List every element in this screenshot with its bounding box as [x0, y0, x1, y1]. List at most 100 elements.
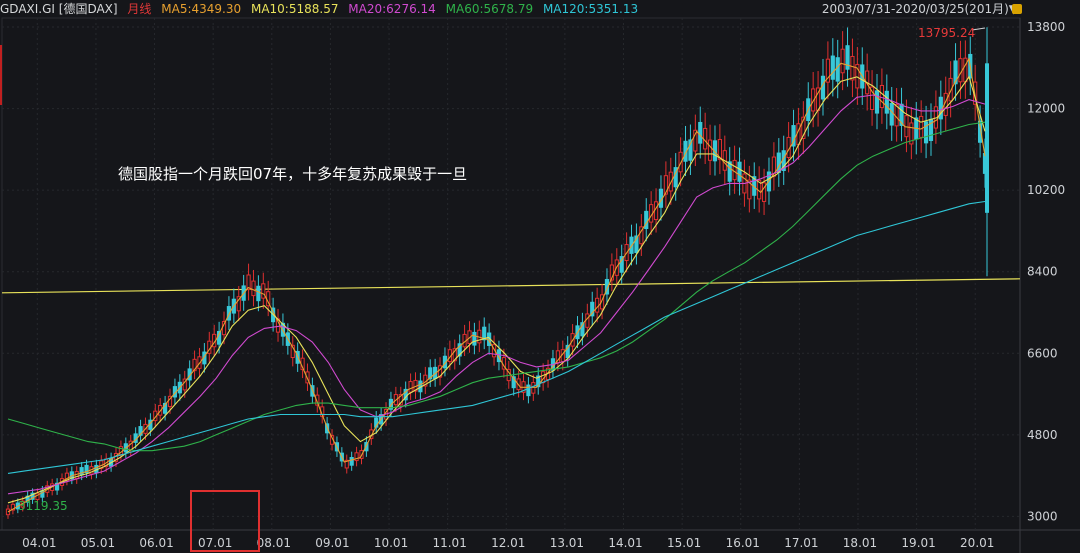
candle-body — [290, 344, 295, 359]
candle-body — [663, 175, 668, 195]
high-price-label: 13795.24 — [918, 26, 976, 40]
candle-body — [565, 344, 570, 359]
ma-line-ma10 — [7, 75, 986, 504]
candle-body — [688, 139, 693, 161]
x-tick-label: 14.01 — [608, 536, 642, 550]
candle-body — [879, 84, 884, 109]
candle-body — [526, 384, 531, 397]
candle-body — [801, 116, 806, 139]
x-tick-label: 10.01 — [374, 536, 408, 550]
candle-body — [408, 381, 413, 393]
support-line — [1, 278, 1021, 294]
ma20-label: MA20:6276.14 — [348, 2, 436, 16]
candle-body — [531, 382, 536, 394]
x-tick-label: 12.01 — [491, 536, 525, 550]
candle-body — [958, 58, 963, 83]
x-tick-label: 11.01 — [432, 536, 466, 550]
x-tick-label: 06.01 — [139, 536, 173, 550]
ma120-label: MA120:5351.13 — [542, 2, 639, 16]
candle-body — [919, 115, 924, 138]
candle-body — [619, 256, 624, 273]
date-range-dropdown[interactable]: 2003/07/31-2020/03/25(201月)▼ — [821, 2, 1018, 16]
x-tick-label: 19.01 — [901, 536, 935, 550]
candle-body — [811, 88, 816, 112]
candle-body — [899, 103, 904, 126]
x-tick-label: 13.01 — [550, 536, 584, 550]
candle-body — [825, 58, 830, 83]
ma10-label: MA10:5188.57 — [250, 2, 339, 16]
candle-body — [948, 77, 953, 102]
candle-body — [472, 331, 477, 346]
candle-body — [482, 326, 487, 341]
candle-body — [452, 348, 457, 362]
y-tick-label: 4800 — [1027, 428, 1058, 442]
lock-icon[interactable] — [1012, 4, 1022, 14]
highlight-box — [190, 490, 260, 552]
candle-body — [354, 452, 359, 462]
annotation-text: 德国股指一个月跌回07年，十多年复苏成果毁于一旦 — [118, 165, 468, 183]
candle-body — [256, 285, 261, 302]
candle-body — [599, 294, 605, 310]
candle-body — [904, 115, 909, 138]
candle-body — [315, 394, 320, 406]
candle-body — [634, 235, 639, 254]
candle-body — [639, 226, 644, 245]
candle-body — [511, 376, 516, 389]
y-tick-label: 3000 — [1027, 509, 1058, 523]
candle-body — [977, 120, 983, 143]
candle-body — [874, 90, 880, 114]
x-tick-label: 09.01 — [315, 536, 349, 550]
x-tick-label: 08.01 — [257, 536, 291, 550]
candle-body — [693, 129, 698, 152]
candle-body — [855, 64, 860, 89]
candle-body — [30, 492, 35, 500]
candle-body — [590, 301, 595, 317]
ticker-label[interactable]: GDAXI.GI [德国DAX] — [0, 2, 118, 16]
y-tick-label: 8400 — [1027, 265, 1058, 279]
candle-body — [138, 426, 143, 436]
candle-body — [595, 297, 600, 313]
candle-body — [609, 264, 614, 281]
candle-body — [717, 138, 722, 160]
candle-body — [54, 482, 60, 491]
candle-body — [457, 343, 462, 357]
candle-body — [747, 179, 752, 200]
candle-body — [737, 161, 742, 182]
candle-body — [428, 367, 433, 380]
candle-body — [776, 152, 781, 173]
candle-body — [850, 55, 855, 81]
x-tick-label: 18.01 — [843, 536, 877, 550]
candle-body — [761, 182, 767, 202]
ma5-label: MA5:4349.30 — [161, 2, 242, 16]
candle-body — [884, 90, 889, 114]
candle-body — [830, 55, 835, 80]
y-tick-label: 12000 — [1027, 102, 1065, 116]
x-tick-label: 17.01 — [784, 536, 818, 550]
candle-body — [845, 45, 850, 70]
candle-body — [585, 313, 590, 328]
y-tick-label: 10200 — [1027, 183, 1065, 197]
period-label[interactable]: 月线 — [127, 2, 152, 16]
candle-body — [251, 280, 256, 297]
ma60-label: MA60:5678.79 — [445, 2, 534, 16]
candle-body — [963, 57, 968, 83]
x-tick-label: 04.01 — [22, 536, 56, 550]
y-tick-label: 6600 — [1027, 346, 1058, 360]
header-bar: GDAXI.GI [德国DAX] 月线 MA5:4349.30 MA10:518… — [0, 0, 1080, 18]
candle-body — [703, 127, 708, 150]
left-edge-marker — [0, 45, 2, 105]
candle-body — [727, 161, 732, 182]
candle-body — [84, 464, 89, 474]
x-tick-label: 15.01 — [667, 536, 701, 550]
candle-body — [953, 60, 958, 85]
x-tick-label: 20.01 — [960, 536, 994, 550]
ma-line-ma120 — [7, 200, 986, 474]
ma-line-ma60 — [7, 121, 986, 452]
candle-body — [840, 48, 845, 74]
candle-body — [398, 394, 403, 406]
candle-body — [236, 296, 241, 312]
candle-body — [732, 159, 737, 181]
candle-body — [909, 122, 914, 145]
x-tick-label: 05.01 — [81, 536, 115, 550]
